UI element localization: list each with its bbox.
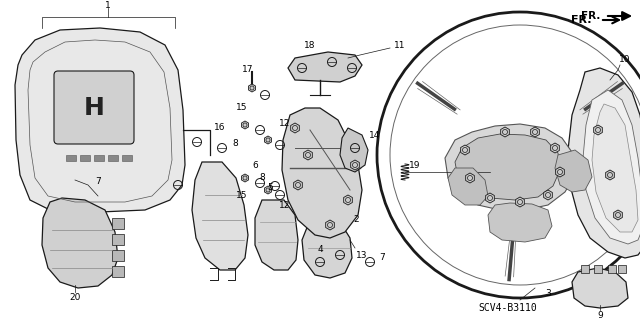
Bar xyxy=(94,155,104,161)
Bar xyxy=(122,155,132,161)
Text: 17: 17 xyxy=(243,65,253,75)
Polygon shape xyxy=(466,173,474,183)
Polygon shape xyxy=(192,162,248,270)
Text: 20: 20 xyxy=(69,293,81,302)
Polygon shape xyxy=(351,160,359,170)
Text: 15: 15 xyxy=(236,103,248,113)
Polygon shape xyxy=(592,104,638,232)
Text: 8: 8 xyxy=(259,174,265,182)
Polygon shape xyxy=(303,150,312,160)
Polygon shape xyxy=(344,195,353,205)
Text: 13: 13 xyxy=(356,250,368,259)
Polygon shape xyxy=(461,145,469,155)
Bar xyxy=(594,265,602,273)
Polygon shape xyxy=(15,28,185,212)
Bar xyxy=(581,265,589,273)
Polygon shape xyxy=(291,123,300,133)
Text: 9: 9 xyxy=(597,310,603,319)
Text: 15: 15 xyxy=(236,191,248,201)
Polygon shape xyxy=(302,218,352,278)
Bar xyxy=(112,218,124,229)
Bar xyxy=(618,265,626,273)
Polygon shape xyxy=(294,180,302,190)
Text: 12: 12 xyxy=(279,118,291,128)
Bar xyxy=(608,265,616,273)
Polygon shape xyxy=(241,121,248,129)
Bar xyxy=(112,266,124,277)
Polygon shape xyxy=(614,210,622,220)
Polygon shape xyxy=(42,198,118,288)
Polygon shape xyxy=(543,190,552,200)
Polygon shape xyxy=(282,108,362,238)
Polygon shape xyxy=(288,52,362,82)
Polygon shape xyxy=(594,125,602,135)
Polygon shape xyxy=(568,68,640,258)
Text: 10: 10 xyxy=(620,56,631,64)
Polygon shape xyxy=(326,220,334,230)
Polygon shape xyxy=(445,124,575,210)
Polygon shape xyxy=(572,268,628,308)
Bar xyxy=(112,234,124,245)
Text: 6: 6 xyxy=(252,160,258,169)
Polygon shape xyxy=(340,128,368,172)
Bar xyxy=(80,155,90,161)
Text: FR.: FR. xyxy=(572,15,592,25)
Text: 5: 5 xyxy=(267,183,273,192)
Text: SCV4-B3110: SCV4-B3110 xyxy=(479,303,538,313)
Polygon shape xyxy=(516,197,524,207)
Text: 8: 8 xyxy=(232,138,238,147)
Text: 4: 4 xyxy=(317,246,323,255)
Polygon shape xyxy=(550,143,559,153)
Text: 16: 16 xyxy=(214,122,226,131)
Polygon shape xyxy=(455,134,560,200)
Text: 19: 19 xyxy=(409,160,420,169)
Polygon shape xyxy=(531,127,540,137)
Text: 11: 11 xyxy=(394,41,406,49)
Text: 7: 7 xyxy=(95,177,101,187)
Polygon shape xyxy=(488,203,552,242)
Text: 14: 14 xyxy=(369,130,381,139)
Text: H: H xyxy=(84,96,104,120)
Polygon shape xyxy=(448,168,488,205)
Bar xyxy=(112,250,124,261)
Text: 18: 18 xyxy=(304,41,316,50)
Text: 1: 1 xyxy=(105,2,111,11)
Polygon shape xyxy=(255,200,298,270)
Polygon shape xyxy=(264,136,271,144)
Bar xyxy=(66,155,76,161)
Polygon shape xyxy=(583,90,640,244)
Text: 7: 7 xyxy=(379,254,385,263)
Polygon shape xyxy=(248,84,255,92)
Polygon shape xyxy=(486,193,494,203)
Text: 12: 12 xyxy=(279,201,291,210)
Bar xyxy=(108,155,118,161)
Text: 2: 2 xyxy=(353,216,359,225)
Text: 3: 3 xyxy=(545,290,551,299)
FancyBboxPatch shape xyxy=(54,71,134,144)
Polygon shape xyxy=(556,167,564,177)
Polygon shape xyxy=(241,174,248,182)
Polygon shape xyxy=(605,170,614,180)
Polygon shape xyxy=(500,127,509,137)
Text: FR.: FR. xyxy=(580,11,600,21)
Polygon shape xyxy=(264,186,271,194)
Polygon shape xyxy=(555,150,592,192)
